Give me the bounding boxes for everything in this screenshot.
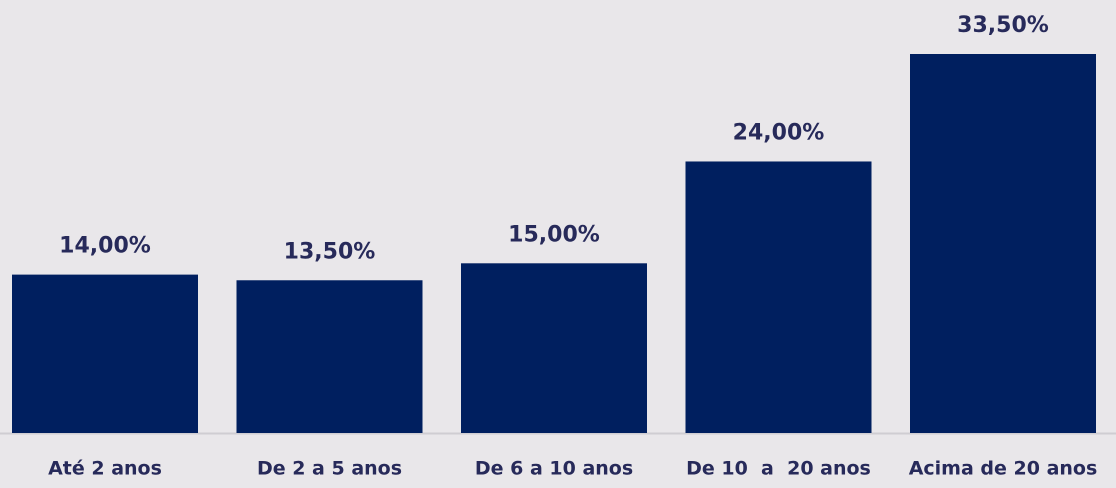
- bar: [461, 263, 647, 433]
- value-label: 24,00%: [733, 120, 825, 145]
- x-tick-label: Até 2 anos: [48, 458, 162, 480]
- x-tick-label: De 6 a 10 anos: [475, 458, 633, 480]
- bar: [685, 161, 872, 434]
- bar: [12, 274, 198, 433]
- bar: [236, 280, 423, 433]
- value-label: 13,50%: [284, 239, 376, 264]
- value-label: 33,50%: [957, 13, 1049, 38]
- value-label: 14,00%: [59, 234, 151, 259]
- x-tick-label: De 2 a 5 anos: [257, 458, 402, 480]
- x-tick-label: De 10 a 20 anos: [686, 458, 871, 480]
- value-label: 15,00%: [508, 222, 600, 247]
- bar: [910, 54, 1096, 433]
- x-tick-label: Acima de 20 anos: [909, 458, 1098, 480]
